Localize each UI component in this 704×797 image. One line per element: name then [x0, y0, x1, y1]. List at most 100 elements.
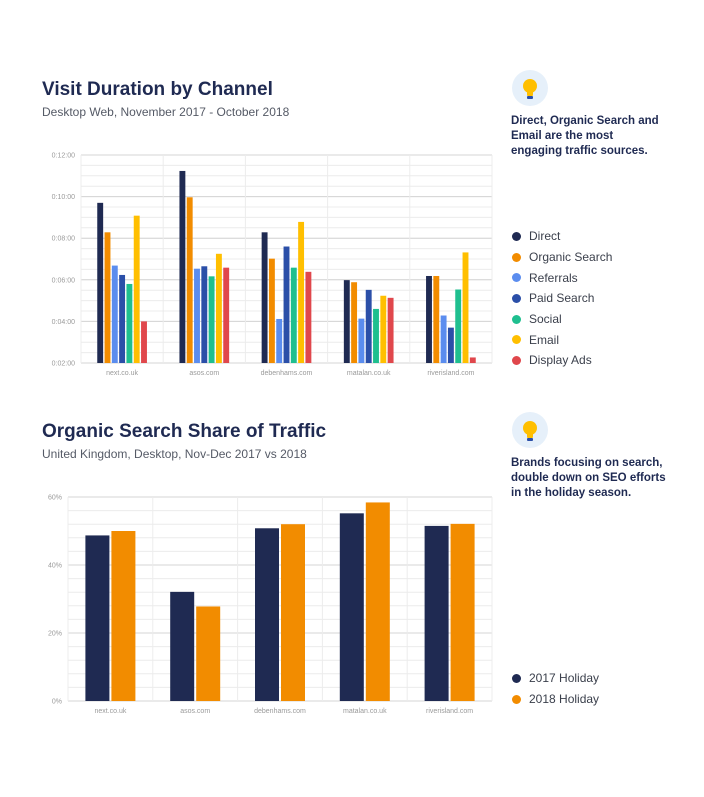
bar-paid-search — [201, 266, 208, 363]
chart1-subtitle: Desktop Web, November 2017 - October 201… — [42, 105, 290, 119]
bar-direct — [426, 275, 432, 363]
bar-2017-holiday — [424, 525, 449, 701]
legend-item: Direct — [512, 226, 612, 247]
bar-organic-search — [351, 282, 358, 363]
bar-email — [462, 252, 469, 363]
legend-label: Email — [529, 332, 560, 347]
bar-direct — [343, 280, 350, 363]
y-tick-label: 0:08:00 — [52, 236, 75, 243]
bar-2018-holiday — [450, 523, 475, 701]
legend-swatch — [512, 252, 521, 262]
x-tick-label: riverisland.com — [426, 708, 473, 715]
bar-social — [455, 289, 462, 363]
bar-2017-holiday — [255, 528, 279, 701]
legend-swatch — [512, 314, 521, 324]
chart1-legend: Direct Organic Search Referrals Paid Search… — [512, 226, 612, 371]
legend-label: 2017 Holiday — [529, 671, 600, 686]
legend-label: 2018 Holiday — [529, 692, 600, 707]
legend-item: Organic Search — [512, 247, 612, 268]
bar-direct — [261, 232, 268, 363]
x-tick-label: matalan.co.uk — [343, 708, 387, 715]
bar-referrals — [358, 318, 365, 363]
lightbulb-icon — [512, 70, 548, 106]
bar-referrals — [111, 265, 118, 363]
bar-2017-holiday — [85, 535, 110, 701]
x-tick-label: matalan.co.uk — [347, 370, 391, 377]
legend-swatch — [512, 673, 521, 683]
x-tick-label: debenhams.com — [254, 708, 306, 715]
bar-email — [298, 221, 305, 363]
legend-swatch — [512, 273, 521, 283]
bar-paid-search — [365, 289, 372, 363]
chart2-insight: Brands focusing on search, double down o… — [511, 457, 666, 499]
bar-display-ads — [387, 297, 394, 363]
legend-swatch — [512, 694, 521, 704]
bar-2018-holiday — [111, 531, 136, 701]
bar-social — [373, 308, 379, 363]
y-tick-label: 0:04:00 — [52, 319, 75, 326]
bar-display-ads — [469, 357, 476, 363]
bar-direct — [97, 202, 104, 363]
legend-swatch — [512, 293, 521, 303]
legend-label: Direct — [529, 229, 561, 244]
bar-paid-search — [119, 274, 126, 363]
chart1-insight: Direct, Organic Search and Email are the… — [511, 115, 659, 157]
legend-swatch — [512, 231, 521, 241]
bar-organic-search — [433, 275, 440, 363]
y-tick-label: 0:12:00 — [52, 153, 75, 160]
legend-item: Paid Search — [512, 288, 612, 309]
bar-social — [290, 267, 297, 363]
y-tick-label: 40% — [48, 563, 62, 570]
bar-organic-search — [268, 258, 275, 363]
legend-label: Paid Search — [529, 291, 595, 306]
bar-organic-search — [104, 232, 111, 363]
x-tick-label: next.co.uk — [94, 708, 126, 715]
x-tick-label: riverisland.com — [427, 370, 474, 377]
chart2-subtitle: United Kingdom, Desktop, Nov-Dec 2017 vs… — [42, 447, 307, 461]
bar-paid-search — [447, 327, 454, 363]
legend-item: 2017 Holiday — [512, 668, 599, 689]
legend-item: 2018 Holiday — [512, 689, 599, 710]
legend-label: Display Ads — [529, 353, 592, 368]
x-tick-label: debenhams.com — [261, 370, 313, 377]
x-tick-label: asos.com — [180, 708, 210, 715]
chart2-legend: 2017 Holiday 2018 Holiday — [512, 668, 599, 709]
y-tick-label: 0:06:00 — [52, 277, 75, 284]
y-tick-label: 0% — [52, 699, 62, 706]
chart1-title: Visit Duration by Channel — [42, 79, 273, 100]
bar-display-ads — [223, 267, 230, 363]
y-tick-label: 60% — [48, 495, 62, 502]
y-tick-label: 0:10:00 — [52, 194, 75, 201]
bar-2017-holiday — [339, 513, 364, 701]
y-tick-label: 0:02:00 — [52, 361, 75, 368]
bar-direct — [179, 170, 186, 363]
x-tick-label: asos.com — [189, 370, 219, 377]
organic-search-share-chart: 0% 20% 40% 60% next.co.uk asos.com debenhams.c… — [48, 495, 493, 715]
legend-swatch — [512, 335, 521, 345]
bar-email — [380, 295, 387, 363]
y-tick-label: 20% — [48, 631, 62, 638]
visit-duration-chart: 0:02:00 0:04:00 0:06:00 0:08:00 0:10:00 0:12:… — [52, 153, 493, 377]
bar-display-ads — [141, 321, 147, 363]
bar-social — [126, 283, 133, 363]
bar-email — [133, 215, 140, 363]
legend-item: Email — [512, 329, 612, 350]
bar-referrals — [440, 315, 447, 363]
legend-item: Display Ads — [512, 350, 612, 371]
x-tick-label: next.co.uk — [106, 370, 138, 377]
legend-swatch — [512, 355, 521, 365]
bar-2018-holiday — [365, 502, 390, 701]
bar-2017-holiday — [170, 591, 195, 701]
bar-organic-search — [186, 197, 193, 363]
legend-item: Social — [512, 309, 612, 330]
lightbulb-icon — [512, 412, 548, 448]
bar-email — [215, 253, 222, 363]
bar-referrals — [194, 268, 200, 363]
bar-2018-holiday — [196, 606, 221, 701]
legend-item: Referrals — [512, 267, 612, 288]
chart2-title: Organic Search Share of Traffic — [42, 421, 327, 442]
bar-referrals — [276, 318, 283, 363]
bar-display-ads — [305, 271, 312, 363]
legend-label: Social — [529, 312, 562, 327]
bar-2018-holiday — [281, 524, 305, 701]
